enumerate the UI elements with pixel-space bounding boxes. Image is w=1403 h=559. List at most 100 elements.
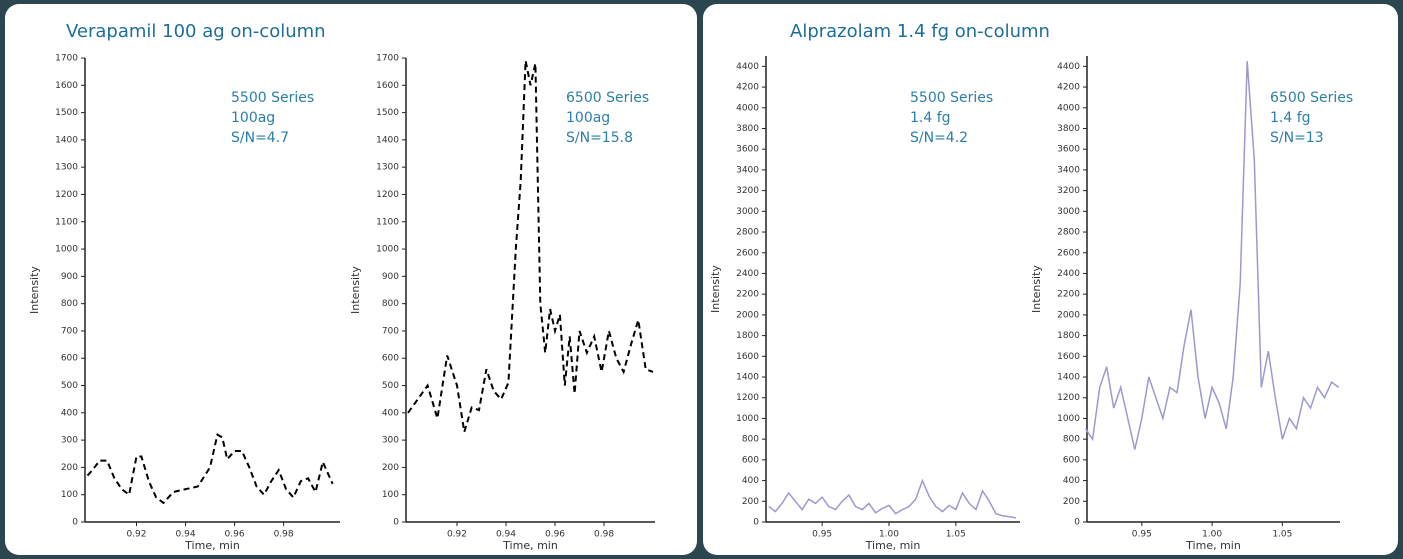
trace bbox=[86, 433, 334, 505]
y-tick-label: 1200 bbox=[376, 190, 399, 200]
y-tick-label: 3200 bbox=[736, 186, 759, 196]
y-tick-label: 3600 bbox=[1057, 145, 1080, 155]
y-tick-label: 1200 bbox=[736, 393, 759, 403]
y-tick-label: 4400 bbox=[1057, 62, 1080, 72]
x-axis-label: Time, min bbox=[502, 539, 558, 552]
annotation: 5500 Series bbox=[231, 90, 314, 106]
annotation: 6500 Series bbox=[1270, 90, 1353, 106]
y-tick-label: 3600 bbox=[736, 145, 759, 155]
y-tick-label: 2400 bbox=[736, 269, 759, 279]
y-tick-label: 900 bbox=[61, 272, 78, 282]
y-tick-label: 1100 bbox=[55, 217, 78, 227]
x-tick-label: 0.95 bbox=[812, 530, 832, 540]
x-tick-label: 0.95 bbox=[1132, 530, 1152, 540]
x-axis-label: Time, min bbox=[184, 539, 240, 552]
y-tick-label: 0 bbox=[1074, 518, 1080, 528]
y-tick-label: 200 bbox=[742, 497, 759, 507]
y-tick-label: 2000 bbox=[1057, 310, 1080, 320]
y-tick-label: 400 bbox=[382, 408, 399, 418]
y-tick-label: 2200 bbox=[1057, 290, 1080, 300]
y-axis-label: Intensity bbox=[709, 265, 722, 313]
y-tick-label: 2400 bbox=[1057, 269, 1080, 279]
y-tick-label: 3400 bbox=[736, 165, 759, 175]
panel-title: Alprazolam 1.4 fg on-column bbox=[790, 21, 1050, 42]
annotation: 1.4 fg bbox=[910, 110, 951, 126]
x-tick-label: 0.98 bbox=[274, 530, 294, 540]
x-tick-label: 0.96 bbox=[545, 530, 565, 540]
y-tick-label: 100 bbox=[382, 490, 399, 500]
y-tick-label: 400 bbox=[61, 408, 78, 418]
x-tick-label: 1.00 bbox=[879, 530, 899, 540]
y-tick-label: 1000 bbox=[376, 245, 399, 255]
x-tick-label: 1.05 bbox=[946, 530, 966, 540]
right-panel bbox=[703, 4, 1398, 555]
x-tick-label: 1.05 bbox=[1272, 530, 1292, 540]
panel-title: Verapamil 100 ag on-column bbox=[66, 21, 326, 42]
y-tick-label: 1300 bbox=[376, 163, 399, 173]
y-tick-label: 1400 bbox=[1057, 373, 1080, 383]
y-axis-label: Intensity bbox=[1030, 265, 1043, 313]
y-tick-label: 1400 bbox=[376, 135, 399, 145]
x-tick-label: 0.92 bbox=[447, 530, 467, 540]
y-tick-label: 600 bbox=[742, 455, 759, 465]
y-tick-label: 0 bbox=[72, 518, 78, 528]
y-tick-label: 1000 bbox=[736, 414, 759, 424]
annotation: 6500 Series bbox=[566, 90, 649, 106]
y-tick-label: 1700 bbox=[376, 54, 399, 64]
y-tick-label: 300 bbox=[382, 436, 399, 446]
y-tick-label: 900 bbox=[382, 272, 399, 282]
y-tick-label: 4400 bbox=[736, 62, 759, 72]
y-tick-label: 1600 bbox=[1057, 352, 1080, 362]
y-tick-label: 3800 bbox=[736, 124, 759, 134]
annotation: S/N=15.8 bbox=[566, 130, 633, 146]
y-tick-label: 400 bbox=[742, 476, 759, 486]
annotation: S/N=4.7 bbox=[231, 130, 289, 146]
y-tick-label: 4000 bbox=[736, 103, 759, 113]
trace bbox=[1084, 61, 1340, 450]
y-tick-label: 600 bbox=[61, 354, 78, 364]
y-tick-label: 100 bbox=[61, 490, 78, 500]
y-tick-label: 600 bbox=[382, 354, 399, 364]
x-tick-label: 1.00 bbox=[1202, 530, 1222, 540]
x-tick-label: 0.94 bbox=[176, 530, 196, 540]
y-tick-label: 4200 bbox=[1057, 83, 1080, 93]
y-tick-label: 1400 bbox=[55, 135, 78, 145]
y-tick-label: 600 bbox=[1063, 455, 1080, 465]
y-tick-label: 3400 bbox=[1057, 165, 1080, 175]
y-tick-label: 4000 bbox=[1057, 103, 1080, 113]
y-tick-label: 1800 bbox=[1057, 331, 1080, 341]
left-panel bbox=[5, 4, 697, 555]
y-tick-label: 1500 bbox=[55, 108, 78, 118]
y-tick-label: 500 bbox=[61, 381, 78, 391]
y-tick-label: 3800 bbox=[1057, 124, 1080, 134]
x-tick-label: 0.94 bbox=[496, 530, 516, 540]
x-tick-label: 0.96 bbox=[225, 530, 245, 540]
y-tick-label: 2600 bbox=[1057, 248, 1080, 258]
y-tick-label: 2800 bbox=[1057, 228, 1080, 238]
y-tick-label: 700 bbox=[61, 326, 78, 336]
y-tick-label: 0 bbox=[753, 518, 759, 528]
y-tick-label: 200 bbox=[382, 463, 399, 473]
y-tick-label: 1500 bbox=[376, 108, 399, 118]
y-tick-label: 3000 bbox=[736, 207, 759, 217]
y-tick-label: 1800 bbox=[736, 331, 759, 341]
y-tick-label: 4200 bbox=[736, 83, 759, 93]
trace bbox=[768, 478, 1017, 519]
y-tick-label: 300 bbox=[61, 436, 78, 446]
y-tick-label: 400 bbox=[1063, 476, 1080, 486]
y-tick-label: 1100 bbox=[376, 217, 399, 227]
y-axis-label: Intensity bbox=[28, 266, 41, 314]
x-axis-label: Time, min bbox=[865, 539, 921, 552]
y-tick-label: 2000 bbox=[736, 310, 759, 320]
y-tick-label: 3000 bbox=[1057, 207, 1080, 217]
x-tick-label: 0.92 bbox=[126, 530, 146, 540]
y-tick-label: 200 bbox=[61, 463, 78, 473]
annotation: 100ag bbox=[231, 110, 275, 126]
y-tick-label: 1600 bbox=[376, 81, 399, 91]
annotation: 5500 Series bbox=[910, 90, 993, 106]
y-tick-label: 200 bbox=[1063, 497, 1080, 507]
y-tick-label: 800 bbox=[742, 435, 759, 445]
y-tick-label: 1200 bbox=[1057, 393, 1080, 403]
annotation: 1.4 fg bbox=[1270, 110, 1311, 126]
